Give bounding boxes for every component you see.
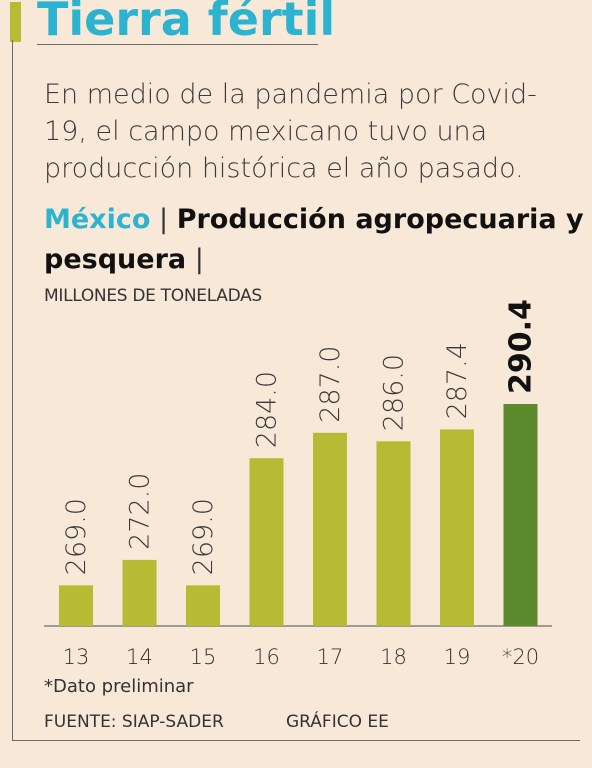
chart-heading-separator: | xyxy=(159,204,169,235)
frame-bottom-border xyxy=(12,740,580,741)
graphic-credit: GRÁFICO EE xyxy=(286,712,389,732)
title-underline xyxy=(37,44,318,45)
frame-left-border xyxy=(12,40,13,740)
data-label-15: 269.0 xyxy=(188,498,219,575)
x-tick-label-18: 18 xyxy=(380,645,407,669)
data-label-*20: 290.4 xyxy=(504,299,539,394)
chart-country: México xyxy=(44,204,151,235)
bar-16 xyxy=(249,458,284,626)
x-tick-label-*20: *20 xyxy=(502,645,539,669)
data-label-14: 272.0 xyxy=(125,473,156,550)
subtitle: En medio de la pandemia por Covid-19, el… xyxy=(44,79,537,184)
bar-*20 xyxy=(503,404,538,626)
footnote: *Dato preliminar xyxy=(44,676,194,697)
source-credit: FUENTE: SIAP-SADER xyxy=(44,712,224,732)
x-tick-label-13: 13 xyxy=(63,645,90,669)
chart-units: MILLONES DE TONELADAS xyxy=(44,286,262,306)
x-tick-label-14: 14 xyxy=(126,645,153,669)
bar-17 xyxy=(313,432,347,626)
x-tick-label-19: 19 xyxy=(444,645,471,669)
chart-heading-trailing-separator: | xyxy=(194,244,204,275)
chart-heading: México | Producción agropecuaria y pesqu… xyxy=(44,200,584,280)
x-tick-label-17: 17 xyxy=(317,645,344,669)
data-label-13: 269.0 xyxy=(61,498,92,575)
bar-18 xyxy=(376,441,411,626)
bar-19 xyxy=(440,429,474,626)
title-accent-bar xyxy=(10,2,21,42)
data-label-19: 287.4 xyxy=(442,342,473,419)
x-tick-label-15: 15 xyxy=(190,645,217,669)
x-tick-label-16: 16 xyxy=(253,645,280,669)
data-label-18: 286.0 xyxy=(379,354,410,431)
page-title: Tierra fértil xyxy=(37,0,336,46)
bar-14 xyxy=(122,559,157,626)
chart-topic: Producción agropecuaria y pesquera xyxy=(44,204,584,275)
data-label-17: 287.0 xyxy=(315,346,346,423)
bar-13 xyxy=(59,585,93,626)
bar-15 xyxy=(186,585,220,626)
data-label-16: 284.0 xyxy=(252,371,283,448)
